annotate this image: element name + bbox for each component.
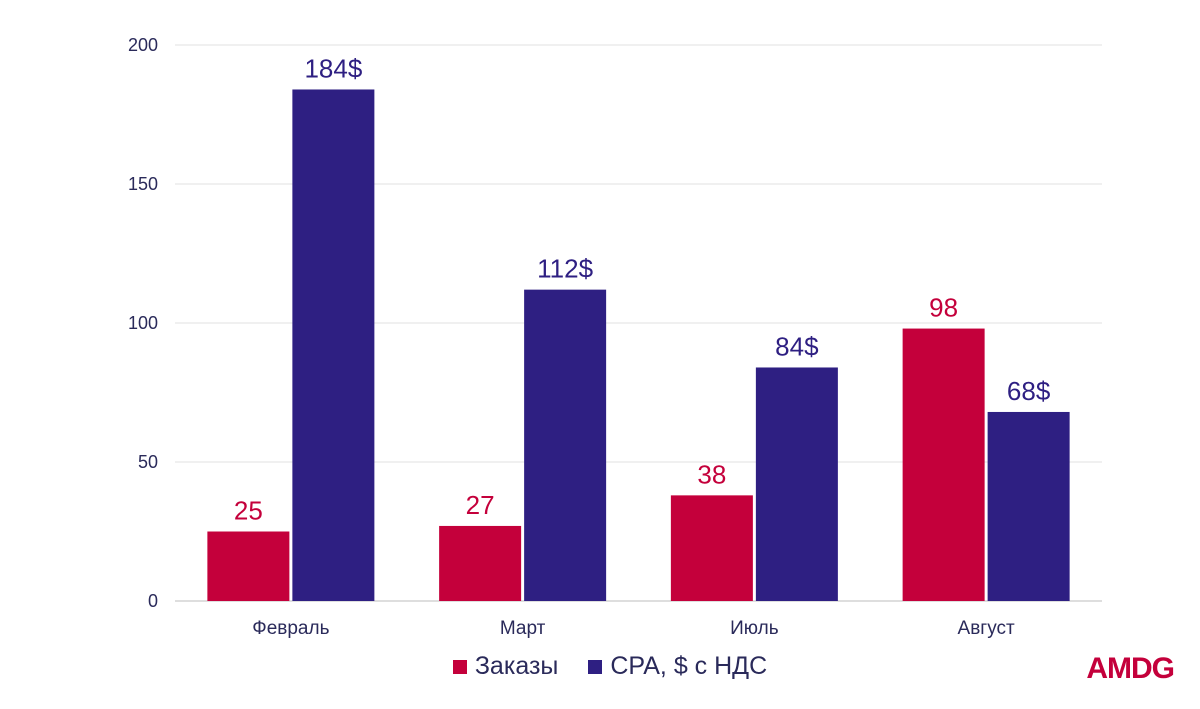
legend-swatch-orders — [452, 659, 467, 674]
data-labels: 25 184$ 27 112$ 38 84$ 98 68$ — [234, 53, 1051, 525]
x-category-label: Март — [500, 618, 546, 639]
data-label-cpa: 84$ — [775, 331, 819, 361]
data-label-orders: 25 — [234, 496, 263, 526]
data-label-cpa: 112$ — [537, 254, 593, 284]
y-tick-label: 50 — [138, 452, 158, 472]
bar-cpa — [987, 411, 1070, 601]
y-tick-label: 150 — [128, 174, 158, 194]
bar-cpa — [755, 367, 838, 601]
bar-orders — [439, 525, 522, 601]
x-axis: Февраль Март Июль Август — [252, 618, 1015, 639]
data-label-cpa: 184$ — [304, 53, 362, 83]
legend-label-orders: Заказы — [474, 652, 559, 680]
legend-swatch-cpa — [588, 659, 603, 674]
legend-item-cpa: CPA, $ с НДС — [588, 652, 767, 681]
amdg-logo: AMDG — [1086, 652, 1175, 685]
bars — [207, 89, 1070, 601]
x-category-label: Июль — [730, 618, 779, 639]
legend: Заказы CPA, $ с НДС — [0, 652, 1200, 681]
x-category-label: Февраль — [252, 618, 329, 639]
legend-item-orders: Заказы — [452, 652, 559, 681]
legend-label-cpa: CPA, $ с НДС — [610, 652, 768, 680]
x-category-label: Август — [958, 618, 1015, 639]
y-tick-label: 0 — [148, 591, 158, 611]
bar-orders — [902, 328, 985, 601]
y-tick-label: 100 — [128, 313, 158, 333]
y-tick-label: 200 — [128, 35, 158, 55]
data-label-orders: 27 — [466, 490, 495, 520]
bar-orders — [670, 495, 753, 601]
bar-orders — [207, 531, 290, 601]
bar-chart: 0 50 100 150 200 25 184$ 27 112$ 38 84$ 98 68$ Февр… — [128, 35, 1102, 639]
bar-cpa — [292, 89, 375, 601]
data-label-orders: 38 — [697, 459, 726, 489]
bar-cpa — [524, 289, 607, 601]
y-axis: 0 50 100 150 200 — [128, 35, 158, 611]
data-label-orders: 98 — [929, 293, 958, 323]
data-label-cpa: 68$ — [1007, 376, 1051, 406]
